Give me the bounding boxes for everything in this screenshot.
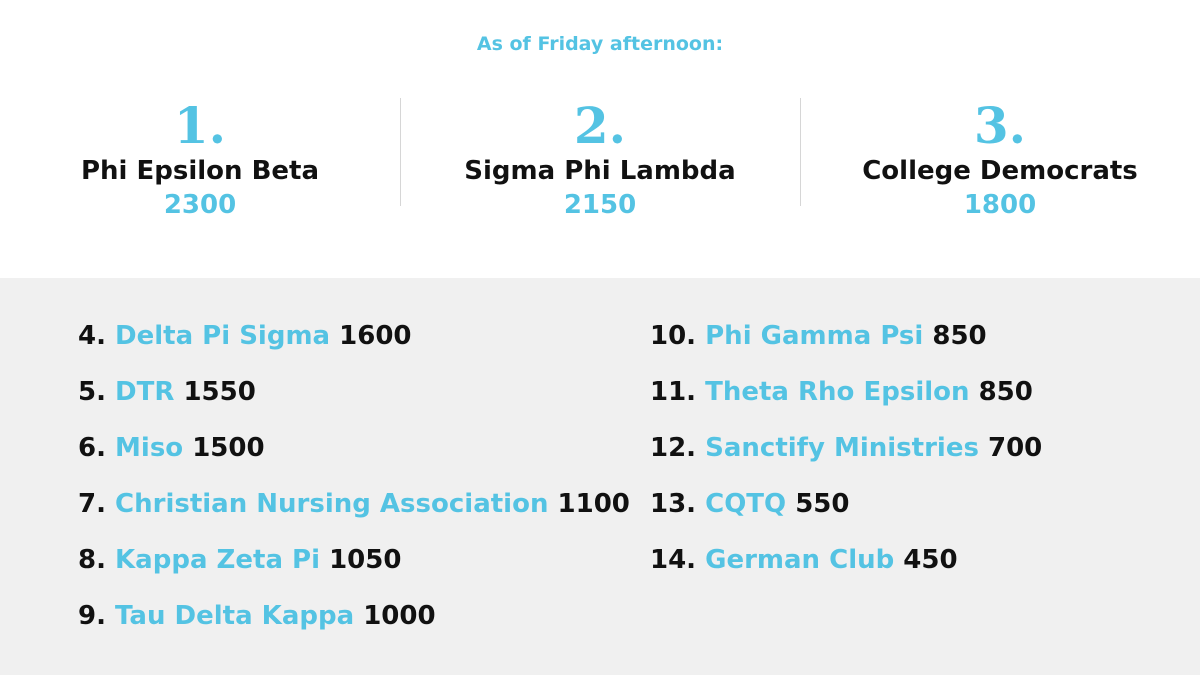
standings-row: 5. DTR 1550 xyxy=(78,372,630,428)
org-score: 550 xyxy=(795,489,850,519)
org-score: 1550 xyxy=(183,377,256,407)
rank-number: 6. xyxy=(78,433,106,463)
org-score: 2300 xyxy=(163,190,237,220)
org-score: 850 xyxy=(978,377,1033,407)
org-score: 700 xyxy=(988,433,1043,463)
org-score: 1000 xyxy=(363,601,436,631)
org-name: CQTQ xyxy=(705,489,787,519)
org-score: 1500 xyxy=(192,433,265,463)
rank-number: 12. xyxy=(650,433,697,463)
podium-place-3: 3. College Democrats 1800 xyxy=(800,100,1200,222)
org-name: Phi Gamma Psi xyxy=(705,321,924,351)
rank-number: 10. xyxy=(650,321,697,351)
org-name: Miso xyxy=(115,433,184,463)
podium-place-2: 2. Sigma Phi Lambda 2150 xyxy=(400,100,800,222)
divider xyxy=(400,98,401,206)
top-section: As of Friday afternoon: 1. Phi Epsilon B… xyxy=(0,0,1200,278)
standings-column-left: 4. Delta Pi Sigma 1600 5. DTR 1550 6. Mi… xyxy=(78,316,630,652)
org-name: German Club xyxy=(705,545,895,575)
org-score: 1800 xyxy=(963,190,1037,220)
rank-number: 5. xyxy=(78,377,106,407)
podium: 1. Phi Epsilon Beta 2300 2. Sigma Phi La… xyxy=(0,100,1200,240)
org-name: Kappa Zeta Pi xyxy=(115,545,321,575)
org-name: DTR xyxy=(115,377,175,407)
org-score: 1050 xyxy=(329,545,402,575)
org-name: Sigma Phi Lambda xyxy=(464,156,736,186)
org-score: 450 xyxy=(903,545,958,575)
org-score: 1100 xyxy=(557,489,630,519)
standings-row: 10. Phi Gamma Psi 850 xyxy=(650,316,1042,372)
standings-column-right: 10. Phi Gamma Psi 850 11. Theta Rho Epsi… xyxy=(650,316,1042,596)
org-name: Theta Rho Epsilon xyxy=(705,377,970,407)
rank-number: 1. xyxy=(173,96,227,155)
standings-row: 8. Kappa Zeta Pi 1050 xyxy=(78,540,630,596)
org-name: Tau Delta Kappa xyxy=(115,601,355,631)
standings-row: 14. German Club 450 xyxy=(650,540,1042,596)
divider xyxy=(800,98,801,206)
org-name: Sanctify Ministries xyxy=(705,433,979,463)
org-score: 2150 xyxy=(563,190,637,220)
org-name: Christian Nursing Association xyxy=(115,489,549,519)
rank-number: 9. xyxy=(78,601,106,631)
org-name: Phi Epsilon Beta xyxy=(80,156,320,186)
standings-row: 13. CQTQ 550 xyxy=(650,484,1042,540)
org-name: Delta Pi Sigma xyxy=(115,321,331,351)
subtitle: As of Friday afternoon: xyxy=(476,33,724,55)
standings-row: 4. Delta Pi Sigma 1600 xyxy=(78,316,630,372)
rank-number: 11. xyxy=(650,377,697,407)
rank-number: 14. xyxy=(650,545,697,575)
org-name: College Democrats xyxy=(862,156,1138,186)
standings-row: 11. Theta Rho Epsilon 850 xyxy=(650,372,1042,428)
rank-number: 4. xyxy=(78,321,106,351)
rank-number: 2. xyxy=(573,96,627,155)
org-score: 1600 xyxy=(339,321,412,351)
rank-number: 3. xyxy=(973,96,1027,155)
rank-number: 8. xyxy=(78,545,106,575)
rank-number: 13. xyxy=(650,489,697,519)
rank-number: 7. xyxy=(78,489,106,519)
standings-row: 7. Christian Nursing Association 1100 xyxy=(78,484,630,540)
standings-row: 12. Sanctify Ministries 700 xyxy=(650,428,1042,484)
standings-panel: 4. Delta Pi Sigma 1600 5. DTR 1550 6. Mi… xyxy=(0,278,1200,675)
podium-place-1: 1. Phi Epsilon Beta 2300 xyxy=(0,100,400,222)
standings-row: 6. Miso 1500 xyxy=(78,428,630,484)
org-score: 850 xyxy=(932,321,987,351)
standings-row: 9. Tau Delta Kappa 1000 xyxy=(78,596,630,652)
